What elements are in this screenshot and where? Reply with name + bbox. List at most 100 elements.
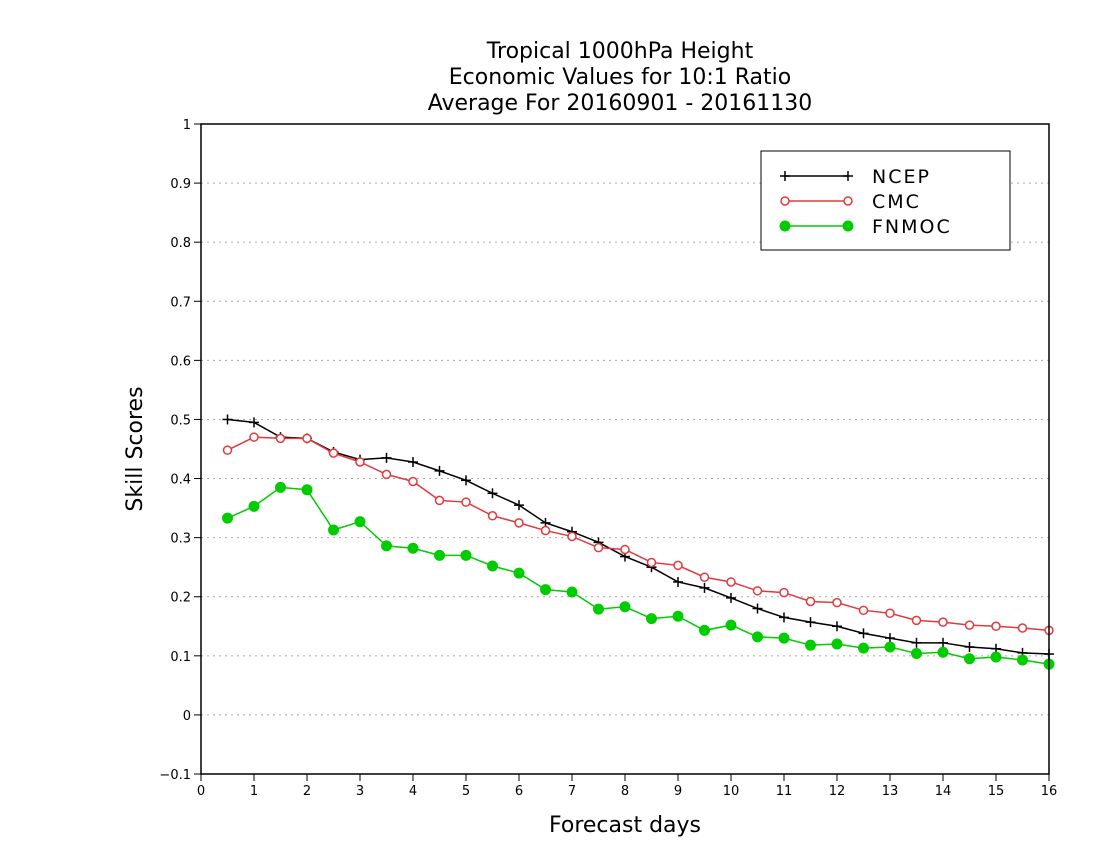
y-tick-label: 0: [183, 709, 191, 724]
x-tick-label: 7: [568, 784, 576, 799]
data-point-fnmoc: [275, 481, 286, 493]
data-point-fnmoc: [884, 641, 896, 653]
data-point-fnmoc: [487, 560, 498, 572]
data-point-fnmoc: [381, 540, 392, 552]
x-tick-label: 10: [723, 784, 740, 799]
data-point-cmc: [514, 518, 524, 528]
data-point-fnmoc: [646, 613, 657, 625]
data-point-cmc: [991, 621, 1001, 632]
data-point-ncep: [381, 452, 392, 463]
x-tick-label: 12: [829, 784, 846, 799]
data-point-fnmoc: [937, 646, 949, 658]
data-point-fnmoc: [434, 549, 445, 561]
legend-marker-cmc: [843, 196, 853, 206]
y-tick-label: 0.1: [170, 650, 191, 665]
data-point-fnmoc: [672, 610, 684, 622]
data-point-cmc: [726, 577, 736, 587]
data-point-fnmoc: [990, 651, 1002, 663]
x-axis-ticks: 0 1 2 3 4 5 6 7 8 9 10 11 12 13 14 15 16: [197, 774, 1057, 799]
x-tick-label: 14: [935, 784, 952, 799]
data-point-ncep: [726, 592, 736, 603]
data-point-fnmoc: [831, 638, 843, 650]
legend-marker-ncep: [780, 171, 790, 181]
y-tick-label: 0.4: [170, 473, 191, 488]
data-point-cmc: [540, 525, 551, 536]
data-point-fnmoc: [778, 632, 790, 644]
chart-title-line-2: Economic Values for 10:1 Ratio: [449, 65, 791, 90]
legend-marker-fnmoc: [779, 220, 791, 232]
data-point-fnmoc: [566, 586, 578, 598]
y-tick-label: 0.8: [170, 236, 191, 251]
data-point-ncep: [964, 641, 975, 652]
x-tick-label: 1: [250, 784, 258, 799]
x-tick-label: 8: [621, 784, 629, 799]
data-point-ncep: [911, 637, 922, 648]
data-point-ncep: [832, 621, 842, 632]
data-point-fnmoc: [964, 653, 975, 665]
data-point-fnmoc: [752, 631, 763, 643]
data-point-fnmoc: [540, 584, 551, 596]
y-tick-label: 0.9: [170, 177, 191, 192]
x-axis-label: Forecast days: [549, 813, 701, 838]
legend-marker-ncep: [843, 171, 853, 181]
data-point-fnmoc: [301, 484, 313, 496]
legend-item-ncep: NCEP: [780, 166, 929, 188]
legend-label-fnmoc: FNMOC: [872, 216, 952, 238]
data-point-cmc: [222, 445, 233, 455]
data-point-fnmoc: [460, 549, 472, 561]
data-point-cmc: [328, 448, 339, 458]
y-tick-label: 0.6: [170, 354, 191, 369]
data-point-ncep: [673, 576, 683, 587]
x-tick-label: 0: [197, 784, 205, 799]
data-point-cmc: [805, 596, 816, 607]
data-point-fnmoc: [354, 516, 366, 528]
data-point-fnmoc: [328, 524, 339, 536]
data-point-ncep: [938, 637, 948, 648]
data-point-cmc: [487, 511, 498, 521]
legend-marker-cmc: [780, 196, 790, 206]
data-point-ncep: [249, 417, 259, 428]
chart-title-line-3: Average For 20160901 - 20161130: [428, 91, 813, 116]
data-point-ncep: [514, 500, 524, 511]
data-point-fnmoc: [619, 601, 631, 613]
chart-title-line-1: Tropical 1000hPa Height: [486, 39, 754, 64]
data-point-cmc: [858, 605, 869, 616]
x-tick-label: 15: [988, 784, 1005, 799]
data-point-ncep: [699, 582, 710, 593]
x-tick-label: 16: [1041, 784, 1058, 799]
data-point-ncep: [752, 603, 763, 614]
plot-frame: [200, 123, 1050, 775]
data-point-fnmoc: [248, 500, 260, 512]
data-point-cmc: [1017, 623, 1028, 633]
y-axis-label: Skill Scores: [123, 386, 148, 511]
x-tick-label: 4: [409, 784, 417, 799]
data-point-ncep: [461, 475, 471, 486]
data-point-cmc: [964, 620, 975, 630]
legend: NCEP CMC FNMOC: [760, 150, 1011, 251]
data-point-cmc: [408, 476, 418, 487]
x-tick-label: 9: [674, 784, 682, 799]
data-point-cmc: [911, 615, 922, 626]
y-tick-label: 0.7: [170, 295, 191, 310]
data-point-ncep: [434, 465, 445, 476]
data-point-cmc: [434, 495, 445, 506]
data-point-cmc: [567, 531, 577, 542]
data-point-cmc: [355, 457, 365, 467]
data-point-cmc: [646, 557, 657, 568]
data-point-ncep: [222, 414, 233, 425]
data-point-cmc: [381, 469, 392, 480]
data-point-cmc: [620, 544, 630, 555]
data-point-cmc: [249, 432, 259, 442]
data-point-cmc: [275, 433, 286, 444]
data-point-fnmoc: [725, 619, 737, 631]
x-tick-label: 5: [462, 784, 470, 799]
data-point-cmc: [885, 608, 895, 619]
x-tick-label: 2: [303, 784, 311, 799]
legend-marker-fnmoc: [842, 220, 854, 232]
y-tick-label: 0.5: [170, 413, 191, 428]
y-tick-label: −0.1: [159, 768, 191, 783]
data-point-fnmoc: [407, 542, 419, 554]
data-point-fnmoc: [858, 642, 869, 654]
